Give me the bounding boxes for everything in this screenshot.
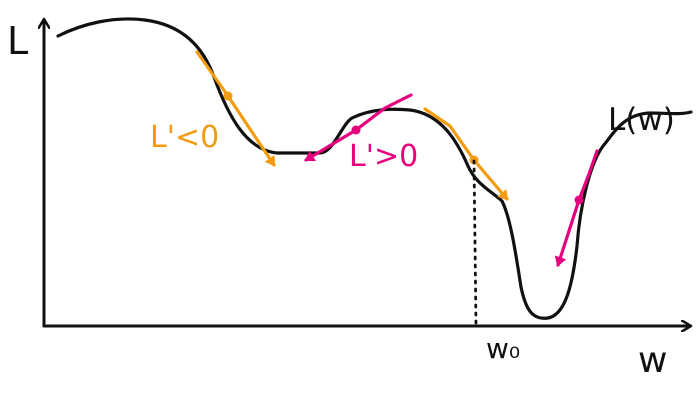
w0-guide-line	[472, 159, 478, 328]
positive-slope-tangent	[304, 93, 413, 162]
positive-derivative-label: L'>0	[349, 139, 418, 174]
curve-label: L(w)	[608, 102, 675, 138]
right-side-tangent	[554, 149, 599, 267]
right-side-point	[574, 195, 584, 205]
point-w0-tangent	[423, 107, 509, 201]
positive-slope-point	[351, 125, 361, 135]
negative-slope-point	[223, 91, 233, 101]
x-axis-label: w	[638, 340, 667, 381]
point-label: w₀	[486, 332, 520, 365]
y-axis-label: L	[7, 19, 28, 63]
negative-derivative-label: L'<0	[150, 120, 219, 155]
